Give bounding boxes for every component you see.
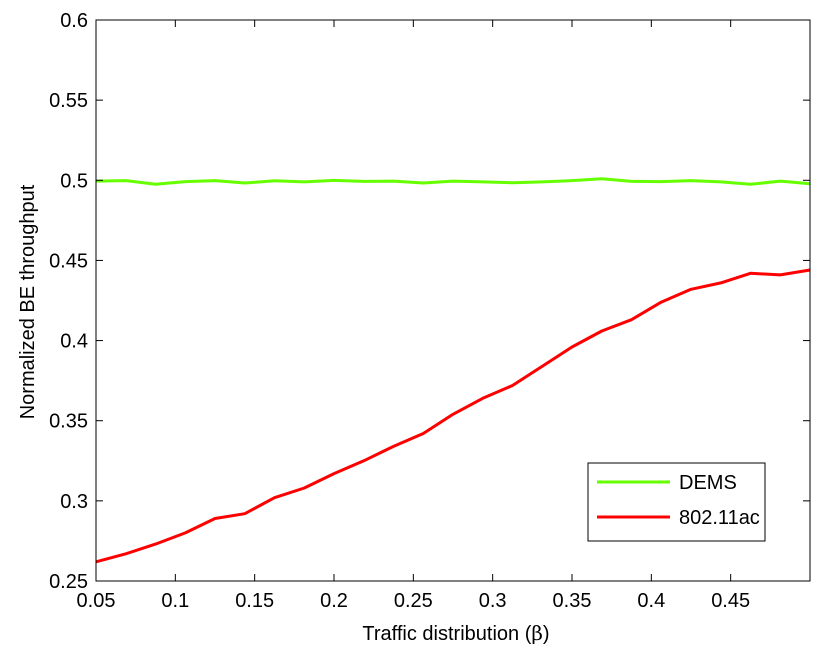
series-layer — [95, 177, 811, 564]
plot-frame — [95, 19, 811, 582]
x-tick-label: 0.05 — [77, 590, 116, 612]
x-tick-label: 0.4 — [637, 590, 665, 612]
x-axis-label-symbol: β — [531, 621, 543, 645]
legend-label-dems: DEMS — [679, 472, 737, 494]
legend-box — [587, 462, 766, 542]
y-tick-label: 0.4 — [60, 331, 88, 353]
series-line-dems — [95, 177, 811, 186]
x-axis-label: Traffic distribution (β) — [362, 621, 549, 645]
y-tick-label: 0.3 — [60, 491, 88, 513]
x-tick-label: 0.2 — [320, 590, 348, 612]
x-tick-label: 0.15 — [235, 590, 274, 612]
legend-label-80211ac: 802.11ac — [679, 507, 760, 529]
y-tick-label: 0.5 — [60, 170, 88, 192]
y-tick-label: 0.45 — [49, 250, 88, 272]
x-tick-label: 0.25 — [394, 590, 433, 612]
legend: DEMS 802.11ac — [587, 462, 766, 542]
x-tick-label: 0.1 — [161, 590, 189, 612]
x-tick-label: 0.35 — [553, 590, 592, 612]
y-tick-label: 0.6 — [60, 10, 88, 32]
y-tick-label: 0.25 — [49, 571, 88, 593]
y-axis-label: Normalized BE throughput — [17, 184, 39, 419]
tick-layer: 0.05 0.1 0.15 0.2 0.25 0.3 0.35 0.4 0.45 0.25 0.3 0… — [49, 10, 810, 612]
y-tick-label: 0.55 — [49, 90, 88, 112]
y-tick-label: 0.35 — [49, 411, 88, 433]
x-tick-label: 0.3 — [479, 590, 507, 612]
x-tick-label: 0.45 — [711, 590, 750, 612]
series-line-80211ac — [95, 268, 811, 564]
